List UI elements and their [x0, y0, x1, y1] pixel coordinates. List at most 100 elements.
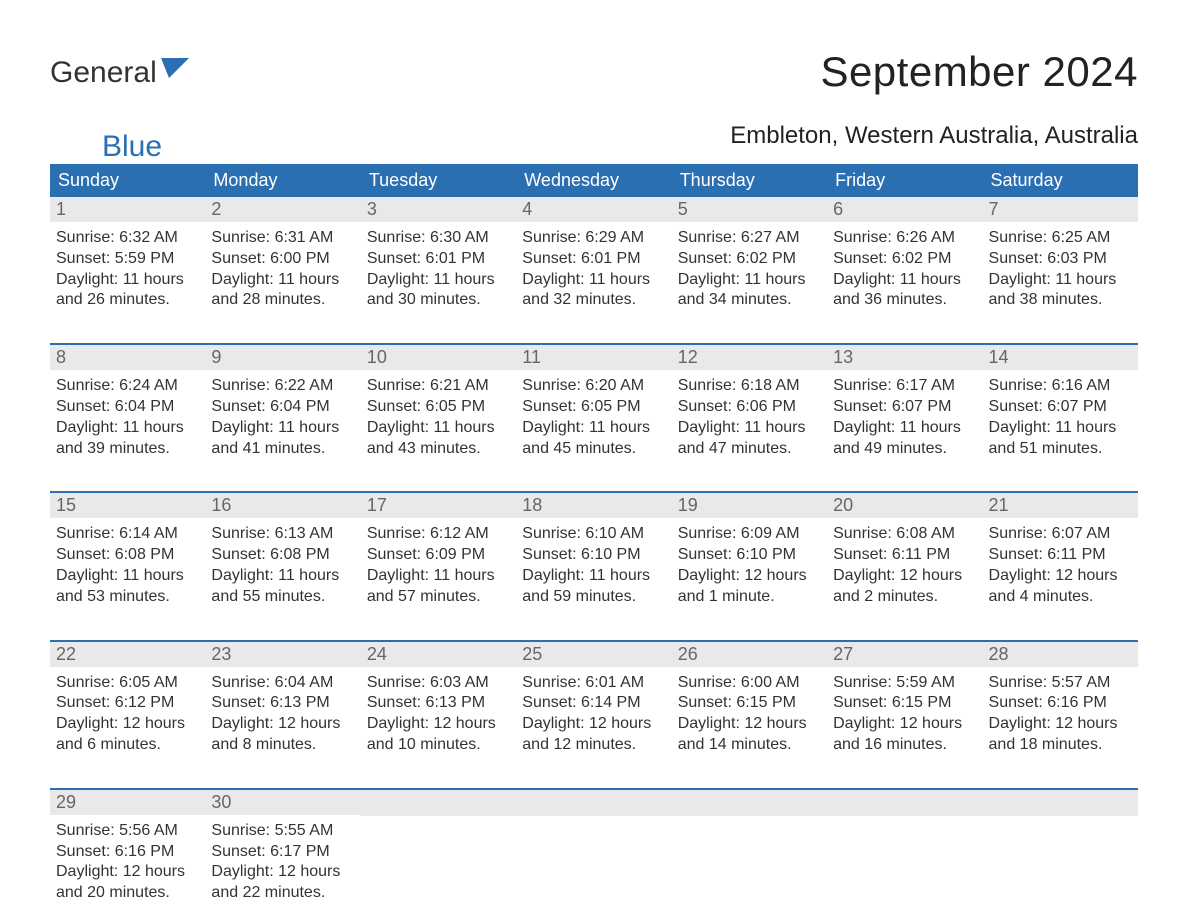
day-body: Sunrise: 6:13 AMSunset: 6:08 PMDaylight:… [205, 518, 360, 611]
weekday-header: Friday [827, 164, 982, 197]
day-body: Sunrise: 6:29 AMSunset: 6:01 PMDaylight:… [516, 222, 671, 315]
sunrise-line: Sunrise: 6:12 AM [367, 524, 510, 545]
day-cell: 3Sunrise: 6:30 AMSunset: 6:01 PMDaylight… [361, 197, 516, 315]
week-row: 29Sunrise: 5:56 AMSunset: 6:16 PMDayligh… [50, 788, 1138, 908]
day-number: 17 [361, 493, 516, 518]
day-body: Sunrise: 6:30 AMSunset: 6:01 PMDaylight:… [361, 222, 516, 315]
day-cell: 10Sunrise: 6:21 AMSunset: 6:05 PMDayligh… [361, 345, 516, 463]
daylight-line: Daylight: 11 hours and 59 minutes. [522, 566, 665, 608]
sunrise-line: Sunrise: 6:31 AM [211, 228, 354, 249]
day-body: Sunrise: 6:05 AMSunset: 6:12 PMDaylight:… [50, 667, 205, 760]
day-number: 13 [827, 345, 982, 370]
week-row: 15Sunrise: 6:14 AMSunset: 6:08 PMDayligh… [50, 491, 1138, 611]
daylight-line: Daylight: 11 hours and 26 minutes. [56, 270, 199, 312]
day-cell [516, 790, 671, 908]
day-cell: 13Sunrise: 6:17 AMSunset: 6:07 PMDayligh… [827, 345, 982, 463]
daylight-line: Daylight: 12 hours and 14 minutes. [678, 714, 821, 756]
day-number: 5 [672, 197, 827, 222]
day-body: Sunrise: 6:01 AMSunset: 6:14 PMDaylight:… [516, 667, 671, 760]
empty-day-number [827, 790, 982, 816]
sunrise-line: Sunrise: 5:57 AM [989, 673, 1132, 694]
sunset-line: Sunset: 6:04 PM [211, 397, 354, 418]
day-cell: 8Sunrise: 6:24 AMSunset: 6:04 PMDaylight… [50, 345, 205, 463]
day-body: Sunrise: 6:09 AMSunset: 6:10 PMDaylight:… [672, 518, 827, 611]
day-cell [827, 790, 982, 908]
sunrise-line: Sunrise: 6:16 AM [989, 376, 1132, 397]
day-cell: 5Sunrise: 6:27 AMSunset: 6:02 PMDaylight… [672, 197, 827, 315]
sunrise-line: Sunrise: 5:55 AM [211, 821, 354, 842]
daylight-line: Daylight: 12 hours and 12 minutes. [522, 714, 665, 756]
sunrise-line: Sunrise: 6:04 AM [211, 673, 354, 694]
sunset-line: Sunset: 6:17 PM [211, 842, 354, 863]
daylight-line: Daylight: 11 hours and 30 minutes. [367, 270, 510, 312]
daylight-line: Daylight: 11 hours and 32 minutes. [522, 270, 665, 312]
empty-day-number [672, 790, 827, 816]
daylight-line: Daylight: 12 hours and 8 minutes. [211, 714, 354, 756]
sunrise-line: Sunrise: 5:59 AM [833, 673, 976, 694]
day-number: 20 [827, 493, 982, 518]
sunrise-line: Sunrise: 6:00 AM [678, 673, 821, 694]
day-cell: 24Sunrise: 6:03 AMSunset: 6:13 PMDayligh… [361, 642, 516, 760]
day-number: 19 [672, 493, 827, 518]
sunrise-line: Sunrise: 6:26 AM [833, 228, 976, 249]
sunrise-line: Sunrise: 6:01 AM [522, 673, 665, 694]
sunset-line: Sunset: 6:01 PM [367, 249, 510, 270]
sunrise-line: Sunrise: 6:08 AM [833, 524, 976, 545]
daylight-line: Daylight: 11 hours and 45 minutes. [522, 418, 665, 460]
daylight-line: Daylight: 11 hours and 36 minutes. [833, 270, 976, 312]
sunset-line: Sunset: 6:05 PM [522, 397, 665, 418]
day-number: 22 [50, 642, 205, 667]
sunrise-line: Sunrise: 6:17 AM [833, 376, 976, 397]
day-number: 14 [983, 345, 1138, 370]
daylight-line: Daylight: 12 hours and 4 minutes. [989, 566, 1132, 608]
sunrise-line: Sunrise: 6:24 AM [56, 376, 199, 397]
sunrise-line: Sunrise: 6:10 AM [522, 524, 665, 545]
daylight-line: Daylight: 11 hours and 55 minutes. [211, 566, 354, 608]
sunset-line: Sunset: 6:08 PM [56, 545, 199, 566]
day-number: 16 [205, 493, 360, 518]
sunset-line: Sunset: 6:11 PM [989, 545, 1132, 566]
day-number: 9 [205, 345, 360, 370]
day-number: 8 [50, 345, 205, 370]
page-title: September 2024 [820, 48, 1138, 96]
daylight-line: Daylight: 12 hours and 1 minute. [678, 566, 821, 608]
day-cell: 16Sunrise: 6:13 AMSunset: 6:08 PMDayligh… [205, 493, 360, 611]
day-body: Sunrise: 6:31 AMSunset: 6:00 PMDaylight:… [205, 222, 360, 315]
weekday-header: Tuesday [361, 164, 516, 197]
sunset-line: Sunset: 6:12 PM [56, 693, 199, 714]
header: General September 2024 [50, 48, 1138, 96]
day-body: Sunrise: 6:25 AMSunset: 6:03 PMDaylight:… [983, 222, 1138, 315]
day-cell: 1Sunrise: 6:32 AMSunset: 5:59 PMDaylight… [50, 197, 205, 315]
day-cell [361, 790, 516, 908]
week-row: 8 Sunrise: 6:24 AM Sunset: 6:04 PM Daylight… [50, 343, 1138, 463]
daylight-line: Daylight: 11 hours and 34 minutes. [678, 270, 821, 312]
day-cell: 7Sunrise: 6:25 AMSunset: 6:03 PMDaylight… [983, 197, 1138, 315]
day-cell: 27Sunrise: 5:59 AMSunset: 6:15 PMDayligh… [827, 642, 982, 760]
sunset-line: Sunset: 6:15 PM [833, 693, 976, 714]
daylight-line: Daylight: 11 hours and 47 minutes. [678, 418, 821, 460]
day-number: 10 [361, 345, 516, 370]
sunset-line: Sunset: 6:14 PM [522, 693, 665, 714]
sunrise-line: Sunrise: 5:56 AM [56, 821, 199, 842]
sunrise-line: Sunrise: 6:18 AM [678, 376, 821, 397]
day-cell: 21Sunrise: 6:07 AMSunset: 6:11 PMDayligh… [983, 493, 1138, 611]
sunrise-line: Sunrise: 6:13 AM [211, 524, 354, 545]
title-block: September 2024 [820, 48, 1138, 96]
weekday-header: Thursday [672, 164, 827, 197]
daylight-line: Daylight: 11 hours and 39 minutes. [56, 418, 199, 460]
day-body: Sunrise: 5:55 AMSunset: 6:17 PMDaylight:… [205, 815, 360, 908]
sunrise-line: Sunrise: 6:03 AM [367, 673, 510, 694]
day-cell: 20Sunrise: 6:08 AMSunset: 6:11 PMDayligh… [827, 493, 982, 611]
day-number: 11 [516, 345, 671, 370]
sunrise-line: Sunrise: 6:25 AM [989, 228, 1132, 249]
day-body: Sunrise: 6:18 AMSunset: 6:06 PMDaylight:… [672, 370, 827, 463]
location-text: Embleton, Western Australia, Australia [730, 122, 1138, 150]
daylight-line: Daylight: 12 hours and 2 minutes. [833, 566, 976, 608]
day-cell: 11Sunrise: 6:20 AMSunset: 6:05 PMDayligh… [516, 345, 671, 463]
daylight-line: Daylight: 12 hours and 22 minutes. [211, 862, 354, 904]
daylight-line: Daylight: 12 hours and 10 minutes. [367, 714, 510, 756]
sunset-line: Sunset: 6:01 PM [522, 249, 665, 270]
sunrise-line: Sunrise: 6:09 AM [678, 524, 821, 545]
day-cell: 2Sunrise: 6:31 AMSunset: 6:00 PMDaylight… [205, 197, 360, 315]
empty-day-number [361, 790, 516, 816]
